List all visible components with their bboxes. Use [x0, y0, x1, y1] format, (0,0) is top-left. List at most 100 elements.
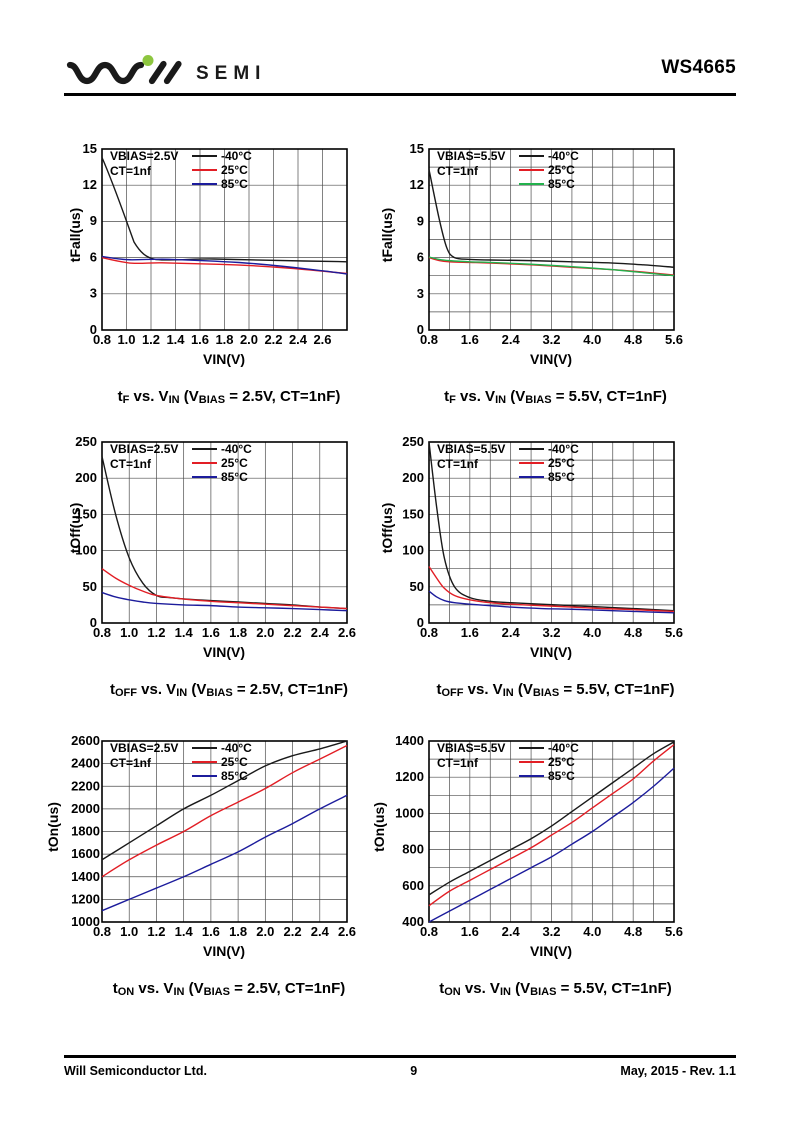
svg-text:3.2: 3.2 [542, 924, 560, 939]
svg-text:2200: 2200 [71, 778, 100, 793]
svg-text:2.0: 2.0 [240, 332, 258, 347]
svg-text:2.4: 2.4 [289, 332, 308, 347]
svg-text:1.6: 1.6 [460, 332, 478, 347]
svg-text:VBIAS=5.5V: VBIAS=5.5V [437, 149, 505, 163]
svg-text:5.6: 5.6 [664, 924, 682, 939]
svg-text:2.4: 2.4 [501, 332, 520, 347]
svg-text:250: 250 [402, 434, 424, 449]
svg-text:800: 800 [402, 841, 424, 856]
svg-text:VIN(V): VIN(V) [203, 644, 245, 660]
svg-text:-40°C: -40°C [221, 741, 252, 755]
svg-text:1.2: 1.2 [147, 924, 165, 939]
svg-text:CT=1nf: CT=1nf [110, 756, 152, 770]
svg-text:CT=1nf: CT=1nf [437, 756, 479, 770]
svg-text:VBIAS=2.5V: VBIAS=2.5V [110, 149, 178, 163]
svg-text:85°C: 85°C [221, 470, 248, 484]
svg-text:85°C: 85°C [548, 470, 575, 484]
svg-text:150: 150 [402, 506, 424, 521]
svg-text:25°C: 25°C [548, 456, 575, 470]
svg-text:2.2: 2.2 [284, 625, 302, 640]
svg-text:4.0: 4.0 [583, 332, 601, 347]
svg-text:2.2: 2.2 [264, 332, 282, 347]
svg-text:1.8: 1.8 [229, 924, 247, 939]
svg-text:CT=1nf: CT=1nf [437, 457, 479, 471]
svg-text:VBIAS=5.5V: VBIAS=5.5V [437, 741, 505, 755]
svg-text:VBIAS=5.5V: VBIAS=5.5V [437, 442, 505, 456]
svg-text:CT=1nf: CT=1nf [110, 457, 152, 471]
svg-text:1000: 1000 [395, 805, 424, 820]
svg-text:4.0: 4.0 [583, 625, 601, 640]
svg-text:2.4: 2.4 [311, 625, 330, 640]
svg-text:0.8: 0.8 [93, 924, 111, 939]
svg-text:VIN(V): VIN(V) [203, 943, 245, 959]
svg-text:2600: 2600 [71, 733, 100, 748]
svg-text:2000: 2000 [71, 800, 100, 815]
svg-text:3.2: 3.2 [542, 332, 560, 347]
svg-text:CT=1nf: CT=1nf [437, 164, 479, 178]
svg-text:1.2: 1.2 [147, 625, 165, 640]
svg-text:0.8: 0.8 [419, 625, 437, 640]
svg-text:1.6: 1.6 [191, 332, 209, 347]
svg-text:1.6: 1.6 [202, 924, 220, 939]
svg-text:1.6: 1.6 [202, 625, 220, 640]
svg-text:85°C: 85°C [548, 769, 575, 783]
svg-text:4.0: 4.0 [583, 924, 601, 939]
svg-text:-40°C: -40°C [548, 149, 579, 163]
svg-text:1800: 1800 [71, 823, 100, 838]
svg-text:1400: 1400 [71, 868, 100, 883]
svg-text:2.0: 2.0 [256, 924, 274, 939]
svg-text:2.6: 2.6 [313, 332, 331, 347]
svg-text:2.4: 2.4 [311, 924, 330, 939]
svg-text:tOff(us): tOff(us) [67, 503, 83, 554]
svg-text:VIN(V): VIN(V) [530, 943, 572, 959]
svg-text:VBIAS=2.5V: VBIAS=2.5V [110, 442, 178, 456]
svg-text:100: 100 [402, 543, 424, 558]
svg-text:2.6: 2.6 [338, 924, 356, 939]
svg-text:-40°C: -40°C [221, 149, 252, 163]
svg-text:15: 15 [83, 141, 97, 156]
svg-text:25°C: 25°C [548, 163, 575, 177]
svg-text:1.4: 1.4 [175, 924, 194, 939]
svg-text:85°C: 85°C [221, 769, 248, 783]
svg-text:25°C: 25°C [548, 755, 575, 769]
svg-text:1.4: 1.4 [166, 332, 185, 347]
svg-text:250: 250 [75, 434, 97, 449]
svg-text:3.2: 3.2 [542, 625, 560, 640]
svg-text:2.6: 2.6 [338, 625, 356, 640]
svg-text:25°C: 25°C [221, 456, 248, 470]
svg-text:5.6: 5.6 [664, 625, 682, 640]
svg-text:200: 200 [75, 470, 97, 485]
svg-text:15: 15 [409, 141, 423, 156]
svg-text:1400: 1400 [395, 733, 424, 748]
svg-text:85°C: 85°C [221, 177, 248, 191]
svg-text:9: 9 [416, 213, 423, 228]
svg-text:600: 600 [402, 877, 424, 892]
svg-text:50: 50 [409, 579, 423, 594]
svg-text:VIN(V): VIN(V) [530, 351, 572, 367]
svg-text:85°C: 85°C [548, 177, 575, 191]
svg-text:4.8: 4.8 [624, 625, 642, 640]
svg-text:2.4: 2.4 [501, 924, 520, 939]
svg-text:1.0: 1.0 [120, 924, 138, 939]
svg-text:1.6: 1.6 [460, 625, 478, 640]
svg-text:1.8: 1.8 [229, 625, 247, 640]
svg-text:25°C: 25°C [221, 755, 248, 769]
svg-text:12: 12 [83, 177, 97, 192]
svg-text:1.8: 1.8 [215, 332, 233, 347]
svg-text:CT=1nf: CT=1nf [110, 164, 152, 178]
svg-text:5.6: 5.6 [664, 332, 682, 347]
svg-text:1600: 1600 [71, 846, 100, 861]
svg-text:2400: 2400 [71, 755, 100, 770]
svg-text:0.8: 0.8 [419, 924, 437, 939]
svg-text:1.2: 1.2 [142, 332, 160, 347]
svg-text:-40°C: -40°C [548, 741, 579, 755]
svg-text:4.8: 4.8 [624, 924, 642, 939]
svg-text:1.0: 1.0 [120, 625, 138, 640]
svg-text:6: 6 [90, 250, 97, 265]
svg-text:tFall(us): tFall(us) [67, 208, 83, 262]
svg-text:2.0: 2.0 [256, 625, 274, 640]
svg-text:50: 50 [83, 579, 97, 594]
svg-text:2.4: 2.4 [501, 625, 520, 640]
svg-text:VBIAS=2.5V: VBIAS=2.5V [110, 741, 178, 755]
svg-text:1.0: 1.0 [117, 332, 135, 347]
